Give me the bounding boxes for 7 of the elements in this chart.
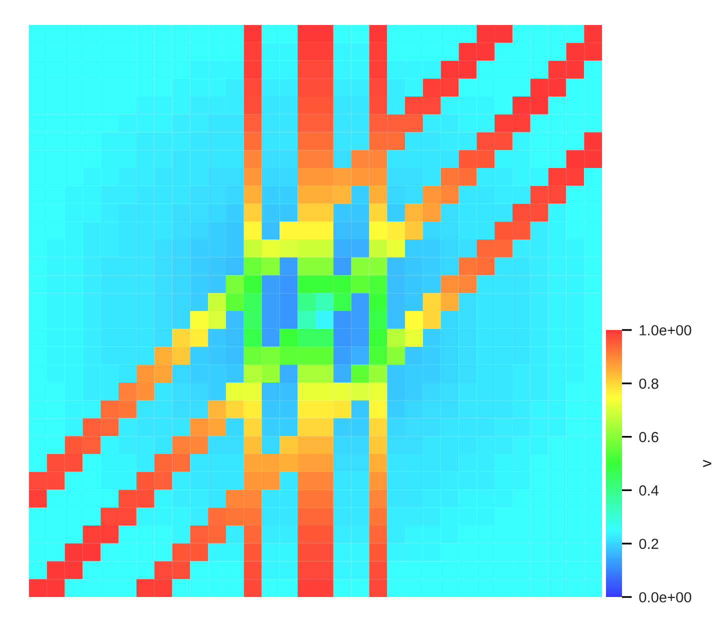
color-bar-label: 0.2	[639, 538, 658, 550]
color-bar-title: v	[703, 460, 712, 468]
color-bar-label: 1.0e+00	[640, 325, 692, 336]
color-bar-label: 0.4	[639, 485, 659, 496]
color-bar-label: 0.6	[639, 432, 658, 442]
color-bar-label: 0.8	[639, 378, 658, 389]
color-bar-label: 0.0e+00	[639, 592, 692, 602]
